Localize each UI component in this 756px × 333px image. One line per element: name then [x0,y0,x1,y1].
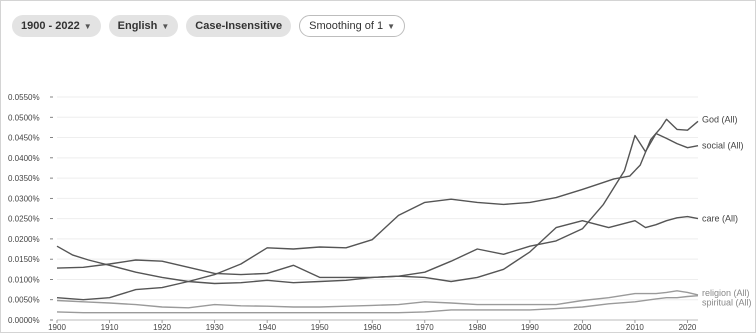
year-range-label: 1900 - 2022 [21,20,80,32]
x-tick-label: 1970 [416,323,434,332]
y-tick-label: 0.0000% [8,316,40,325]
smoothing-dropdown[interactable]: Smoothing of 1 ▼ [299,15,406,37]
y-tick-label: 0.0400% [8,154,40,163]
series-line-social [56,132,699,279]
y-tick-label: 0.0500% [8,113,40,122]
x-tick-label: 1920 [153,323,171,332]
y-tick-label: 0.0100% [8,275,40,284]
series-line-god [56,118,699,301]
language-label: English [117,20,158,32]
series-label-religion: religion (All) [702,288,750,298]
case-label: Case-Insensitive [195,20,283,32]
x-tick-label: 1960 [363,323,381,332]
series-label-spiritual: spiritual (All) [702,298,752,308]
y-tick-label: 0.0200% [8,235,40,244]
x-tick-label: 1900 [48,323,66,332]
x-tick-label: 2010 [626,323,644,332]
series-line-care [56,215,699,285]
smoothing-label: Smoothing of 1 [309,20,384,32]
y-tick-label: 0.0250% [8,215,40,224]
x-tick-label: 1950 [311,323,329,332]
series-line-religion [56,290,699,309]
language-dropdown[interactable]: English ▼ [108,15,179,37]
case-toggle[interactable]: Case-Insensitive [186,15,292,37]
series-label-care: care (All) [702,214,738,224]
x-tick-label: 2000 [574,323,592,332]
x-tick-label: 1940 [258,323,276,332]
x-tick-label: 1930 [206,323,224,332]
y-tick-label: 0.0550% [8,93,40,102]
x-tick-label: 1910 [101,323,119,332]
controls-bar: 1900 - 2022 ▼ English ▼ Case-Insensitive… [12,15,406,37]
x-tick-label: 1980 [468,323,486,332]
y-tick-label: 0.0300% [8,194,40,203]
series-label-god: God (All) [702,114,738,124]
series-label-social: social (All) [702,141,744,151]
chevron-down-icon: ▼ [83,21,92,31]
chevron-down-icon: ▼ [161,21,170,31]
y-tick-label: 0.0150% [8,255,40,264]
y-tick-label: 0.0350% [8,174,40,183]
series-line-spiritual [56,295,699,314]
x-tick-label: 1990 [521,323,539,332]
y-tick-label: 0.0050% [8,296,40,305]
y-tick-label: 0.0450% [8,134,40,143]
chevron-down-icon: ▼ [387,21,396,31]
year-range-dropdown[interactable]: 1900 - 2022 ▼ [12,15,101,37]
x-tick-label: 2020 [679,323,697,332]
